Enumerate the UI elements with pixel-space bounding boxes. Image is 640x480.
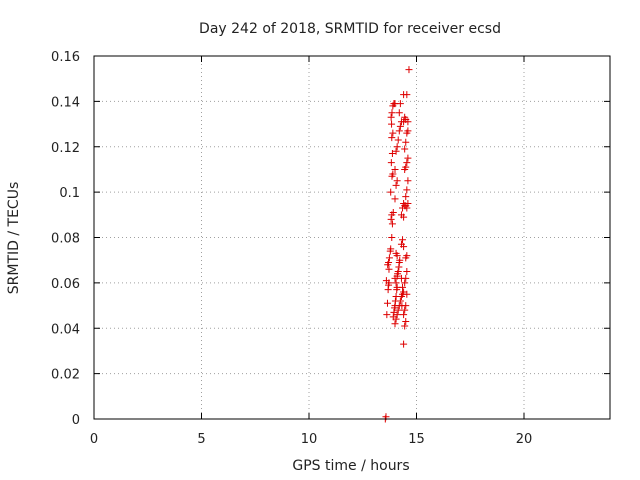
data-point (400, 340, 408, 348)
data-point (383, 311, 391, 319)
tick-labels: 0 0.02 0.04 0.06 0.08 0.1 0.12 0.14 0.16 0 5 10 15 20 (51, 50, 532, 447)
data-point (393, 143, 401, 151)
data-point (400, 311, 408, 319)
data-point (402, 138, 410, 146)
data-point (383, 299, 391, 307)
data-point (401, 145, 409, 153)
y-tick-label: 0.14 (51, 95, 80, 110)
data-point (403, 252, 411, 260)
data-point (402, 302, 410, 310)
x-tick-label: 10 (301, 432, 318, 447)
data-point (388, 234, 396, 241)
data-point (388, 134, 396, 142)
x-tick-label: 5 (197, 432, 205, 447)
data-point (403, 268, 411, 276)
data-point (387, 159, 395, 167)
data-point (400, 243, 408, 251)
data-point (402, 193, 410, 201)
data-point (392, 315, 400, 323)
y-tick-label: 0.08 (51, 232, 80, 247)
data-point (387, 215, 395, 223)
data-point (387, 188, 395, 196)
x-tick-label: 15 (408, 432, 425, 447)
data-point (403, 290, 411, 298)
y-tick-label: 0.02 (51, 368, 80, 383)
data-point (396, 122, 404, 130)
y-tick-label: 0.16 (51, 50, 80, 65)
data-point (405, 66, 413, 74)
data-point (391, 165, 399, 173)
data-point (399, 236, 407, 244)
data-point (389, 129, 397, 137)
y-tick-label: 0.12 (51, 141, 80, 156)
data-point (404, 154, 412, 162)
x-axis-label: GPS time / hours (292, 458, 409, 474)
data-point (388, 220, 396, 228)
data-point (403, 159, 411, 167)
x-tick-label: 20 (516, 432, 533, 447)
data-point (388, 150, 396, 158)
data-point (396, 100, 404, 108)
data-point (396, 297, 404, 305)
data-point (387, 245, 395, 253)
data-point (392, 249, 400, 257)
y-tick-label: 0.1 (59, 186, 80, 201)
data-point (401, 322, 409, 330)
data-points (381, 66, 413, 423)
data-point (388, 120, 396, 128)
data-point (402, 163, 410, 171)
data-point (388, 109, 396, 117)
y-tick-label: 0.04 (51, 322, 80, 337)
data-point (401, 306, 409, 314)
data-point (394, 136, 402, 144)
data-point (395, 127, 403, 135)
data-point (392, 181, 400, 189)
grid (94, 56, 610, 419)
data-point (403, 204, 411, 212)
plot-frame (93, 55, 611, 420)
data-point (401, 279, 409, 287)
data-point (404, 199, 412, 207)
data-point (387, 113, 395, 121)
y-tick-label: 0 (72, 413, 80, 428)
y-axis-label: SRMTID / TECUs (6, 182, 22, 295)
data-point (396, 256, 404, 264)
data-point (400, 213, 408, 221)
data-point (385, 265, 393, 273)
y-tick-label: 0.06 (51, 277, 80, 292)
x-tick-label: 0 (90, 432, 98, 447)
data-point (391, 195, 399, 203)
data-point (385, 258, 393, 266)
data-point (392, 147, 400, 155)
data-point (395, 109, 403, 117)
data-point (402, 317, 410, 325)
data-point (404, 177, 412, 185)
data-point (403, 186, 411, 194)
data-point (389, 209, 397, 217)
data-point (394, 306, 402, 314)
data-point (404, 127, 412, 135)
data-point (391, 320, 399, 328)
chart-title: Day 242 of 2018, SRMTID for receiver ecs… (199, 21, 501, 37)
data-point (399, 283, 407, 291)
data-point (389, 170, 397, 178)
data-point (403, 91, 411, 99)
data-point (404, 118, 412, 126)
data-point (393, 311, 401, 319)
data-point (394, 268, 402, 276)
data-point (393, 177, 401, 185)
data-point (402, 274, 410, 282)
data-point (392, 279, 400, 287)
data-point (385, 254, 393, 262)
data-point (382, 277, 390, 285)
